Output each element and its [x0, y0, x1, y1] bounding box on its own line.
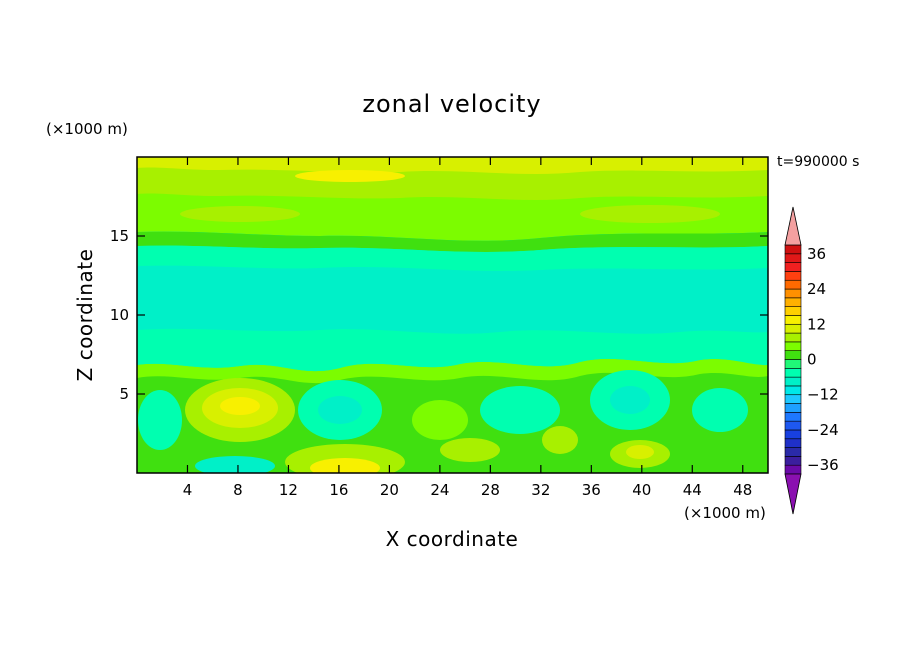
eddy-9b [626, 445, 654, 459]
y-units-label: (×1000 m) [46, 120, 128, 138]
y-axis-label: Z coordinate [73, 249, 97, 382]
y-axis: 5 10 15 [110, 227, 768, 403]
eddy-6 [480, 386, 560, 434]
x-tick-label: 20 [380, 481, 399, 499]
colorbar-segment [784, 368, 802, 378]
eddy-2b [318, 396, 362, 424]
x-tick-label: 16 [329, 481, 348, 499]
colorbar-segment [784, 376, 802, 387]
eddy-10 [692, 388, 748, 432]
colorbar-label: −24 [807, 421, 839, 439]
x-tick-label: 40 [632, 481, 651, 499]
x-tick-label: 48 [733, 481, 752, 499]
colorbar-segment [784, 359, 802, 369]
colorbar-label: 24 [807, 280, 826, 298]
band-mid-lower [137, 328, 768, 372]
eddy-4 [195, 456, 275, 473]
colorbar-segment [784, 341, 802, 351]
x-axis: 4 8 12 16 20 24 28 32 36 40 44 48 [183, 157, 752, 499]
band-top-light [137, 157, 768, 174]
colorbar-label: 12 [807, 315, 826, 333]
colorbar-segment [784, 412, 802, 422]
eddy-11 [542, 426, 578, 454]
band-upper-dark [137, 231, 768, 252]
colorbar-segment [784, 306, 802, 316]
x-tick-label: 24 [430, 481, 449, 499]
eddy-3b [310, 458, 380, 473]
colorbar-under-arrow [784, 473, 802, 515]
x-tick-label: 36 [582, 481, 601, 499]
colorbar-segment [784, 456, 802, 466]
colorbar-segment [784, 385, 802, 396]
colorbar-segment [784, 253, 802, 263]
top-patch-1 [580, 205, 720, 223]
colorbar-segment [784, 271, 802, 281]
eddy-7 [440, 438, 500, 462]
colorbar-segment [784, 279, 802, 290]
time-label: t=990000 s [777, 154, 859, 170]
colorbar-over-arrow [784, 206, 802, 246]
x-axis-label: X coordinate [386, 527, 519, 551]
x-tick-label: 12 [279, 481, 298, 499]
x-tick-label: 8 [233, 481, 243, 499]
colorbar-segment [784, 464, 802, 475]
colorbar: 36 24 12 0 −12 −24 −36 [784, 206, 839, 515]
eddy-12 [138, 390, 182, 450]
x-tick-label: 4 [183, 481, 193, 499]
y-tick-label: 15 [110, 227, 129, 245]
eddy-5 [412, 400, 468, 440]
top-max [295, 170, 405, 182]
colorbar-segment [784, 332, 802, 343]
colorbar-label: 0 [807, 351, 817, 369]
top-patch-2 [180, 206, 300, 222]
eddy-8b [610, 386, 650, 414]
colorbar-segment [784, 429, 802, 440]
x-tick-label: 28 [481, 481, 500, 499]
colorbar-segment [784, 244, 802, 255]
colorbar-segment [784, 420, 802, 431]
colorbar-segment [784, 438, 802, 448]
colorbar-segment [784, 297, 802, 307]
colorbar-segment [784, 350, 802, 360]
x-tick-label: 44 [683, 481, 702, 499]
y-tick-label: 10 [110, 306, 129, 324]
colorbar-segment [784, 394, 802, 404]
x-tick-label: 32 [531, 481, 550, 499]
contour-field [137, 157, 768, 473]
x-units-label: (×1000 m) [684, 504, 766, 522]
colorbar-segment [784, 262, 802, 272]
chart-title: zonal velocity [362, 90, 541, 118]
band-mid-upper [137, 245, 768, 271]
eddy-1c [220, 397, 260, 415]
colorbar-label: −36 [807, 456, 839, 474]
colorbar-segment [784, 403, 802, 413]
colorbar-segment [784, 323, 802, 334]
colorbar-label: 36 [807, 245, 826, 263]
colorbar-segment [784, 288, 802, 299]
colorbar-segment [784, 447, 802, 457]
colorbar-label: −12 [807, 386, 839, 404]
colorbar-segment [784, 315, 802, 325]
y-tick-label: 5 [119, 385, 129, 403]
